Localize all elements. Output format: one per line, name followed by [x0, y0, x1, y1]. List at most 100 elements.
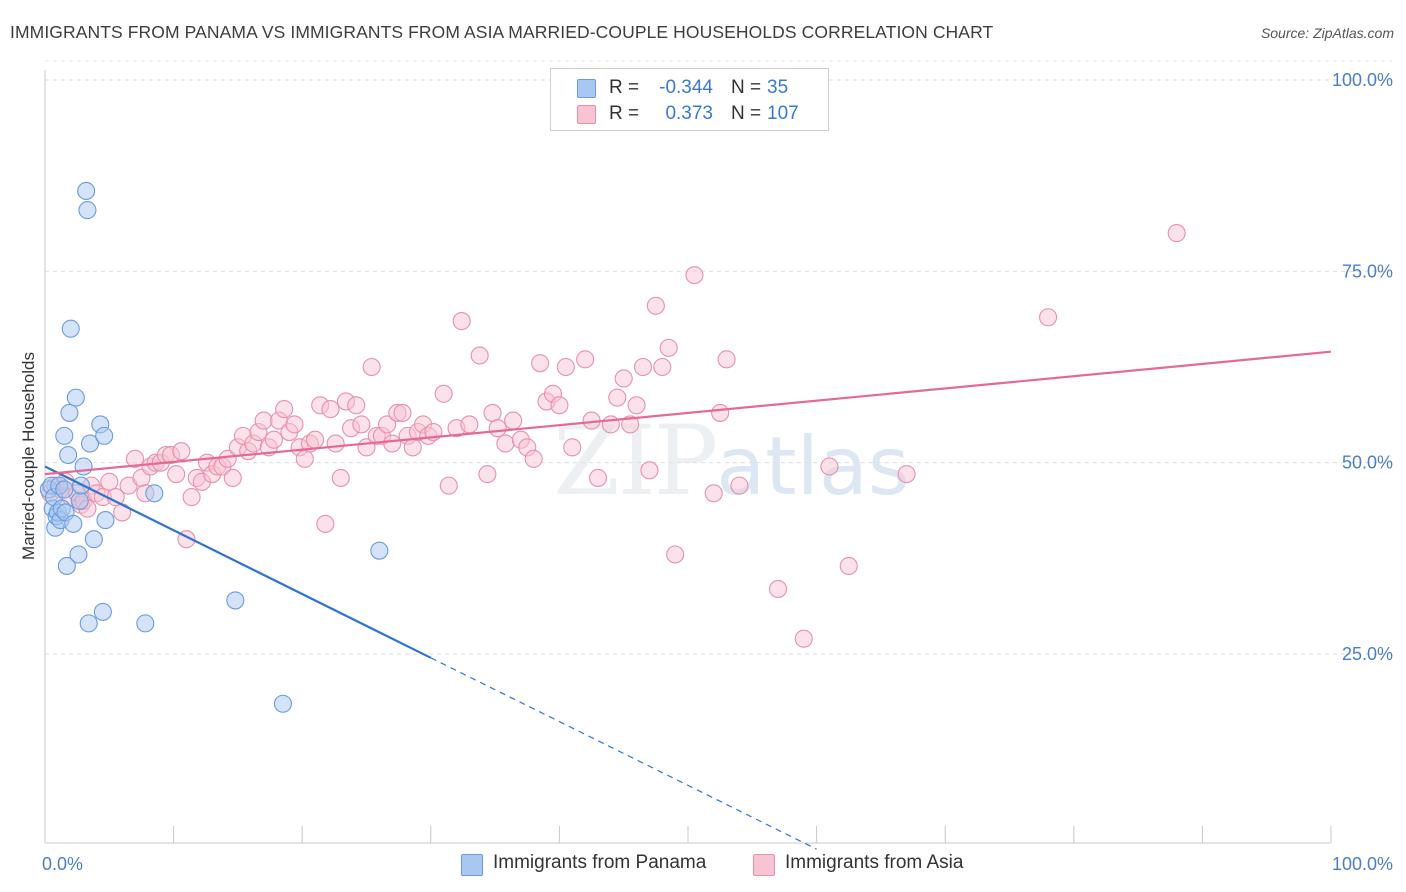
point-asia: [1039, 308, 1058, 327]
point-asia: [478, 465, 497, 484]
point-asia: [483, 403, 502, 422]
point-asia: [125, 449, 145, 468]
legend-row-asia: R = 0.373 N = 107: [551, 101, 828, 127]
bottom-legend-label-asia: Immigrants from Asia: [785, 852, 964, 873]
legend-r-label: R =: [609, 77, 640, 98]
point-asia: [627, 396, 646, 415]
point-panama: [95, 426, 114, 445]
point-panama: [136, 614, 155, 633]
chart-title: IMMIGRANTS FROM PANAMA VS IMMIGRANTS FRO…: [10, 22, 994, 42]
point-asia: [794, 629, 813, 648]
point-asia: [113, 503, 132, 522]
point-panama: [79, 614, 98, 633]
point-asia: [321, 400, 340, 419]
point-panama: [64, 514, 83, 533]
point-panama: [55, 480, 74, 499]
point-asia: [488, 419, 507, 438]
y-axis-label: Married-couple Households: [19, 352, 38, 560]
legend-n-label: N =: [731, 77, 762, 98]
point-asia: [331, 468, 350, 488]
point-asia: [711, 403, 730, 422]
bottom-legend-swatch-asia: [753, 854, 775, 876]
point-asia: [524, 449, 543, 468]
point-asia: [531, 354, 550, 373]
point-panama: [59, 445, 78, 465]
point-asia: [362, 357, 381, 377]
point-asia: [608, 388, 627, 407]
point-asia: [640, 461, 659, 480]
legend-r-label: R =: [609, 103, 640, 124]
point-asia: [285, 415, 304, 434]
y-tick-label: 50.0%: [1342, 453, 1393, 473]
point-asia: [223, 468, 242, 488]
bottom-legend-label-panama: Immigrants from Panama: [493, 852, 707, 873]
point-panama: [80, 434, 100, 453]
point-asia: [254, 411, 273, 430]
point-asia: [439, 476, 458, 495]
point-asia: [403, 438, 422, 457]
point-asia: [659, 338, 678, 357]
point-asia: [306, 430, 325, 449]
point-asia: [704, 484, 723, 503]
point-asia: [601, 415, 620, 434]
point-panama: [69, 545, 88, 564]
point-panama: [55, 426, 74, 445]
legend-n-value: 107: [767, 103, 799, 124]
point-asia: [182, 488, 201, 507]
source-label: Source: ZipAtlas.com: [1260, 25, 1394, 41]
point-asia: [666, 545, 685, 564]
point-asia: [717, 350, 736, 369]
point-panama: [61, 319, 80, 338]
point-asia: [295, 449, 314, 468]
point-asia: [100, 472, 119, 491]
point-asia: [326, 434, 345, 453]
point-asia: [218, 449, 237, 468]
point-asia: [504, 411, 523, 430]
point-panama: [60, 403, 79, 422]
trend-line-asia: [44, 350, 1332, 476]
x-tick-label: 0.0%: [42, 854, 83, 874]
point-asia: [347, 396, 366, 415]
point-asia: [646, 296, 665, 315]
point-panama: [93, 602, 112, 621]
point-asia: [434, 384, 453, 403]
point-asia: [621, 415, 640, 434]
point-asia: [470, 346, 489, 365]
point-asia: [452, 312, 471, 331]
point-panama: [78, 201, 97, 220]
point-asia: [316, 514, 335, 533]
legend-swatch-asia: [577, 105, 596, 124]
point-panama: [96, 511, 115, 530]
point-asia: [614, 369, 633, 388]
legend-r-value: -0.344: [659, 77, 713, 98]
y-tick-label: 75.0%: [1342, 261, 1393, 281]
point-asia: [588, 468, 608, 488]
y-tick-label: 25.0%: [1342, 644, 1393, 664]
point-asia: [172, 442, 191, 461]
point-asia: [550, 396, 569, 415]
point-asia: [839, 556, 858, 576]
point-asia: [556, 357, 575, 377]
y-tick-label: 100.0%: [1332, 70, 1393, 90]
bottom-legend-swatch-panama: [461, 854, 483, 876]
point-asia: [633, 357, 653, 377]
point-panama: [74, 457, 93, 476]
legend-n-value: 35: [767, 77, 789, 98]
trend-line-panama-extension: [430, 657, 817, 850]
point-panama: [71, 476, 91, 495]
point-asia: [653, 357, 672, 377]
point-panama: [84, 530, 103, 549]
point-asia: [897, 465, 916, 484]
point-asia: [275, 400, 294, 419]
legend-r-value: 0.373: [665, 103, 713, 124]
trend-line-panama: [44, 465, 432, 659]
point-panama: [145, 484, 164, 503]
point-panama: [57, 556, 76, 576]
point-asia: [730, 476, 749, 495]
point-asia: [496, 434, 515, 453]
legend-row-panama: R = -0.344 N = 35: [551, 75, 828, 101]
point-asia: [393, 403, 412, 422]
legend-swatch-panama: [577, 79, 596, 98]
point-panama: [70, 491, 89, 510]
point-panama: [370, 541, 389, 560]
